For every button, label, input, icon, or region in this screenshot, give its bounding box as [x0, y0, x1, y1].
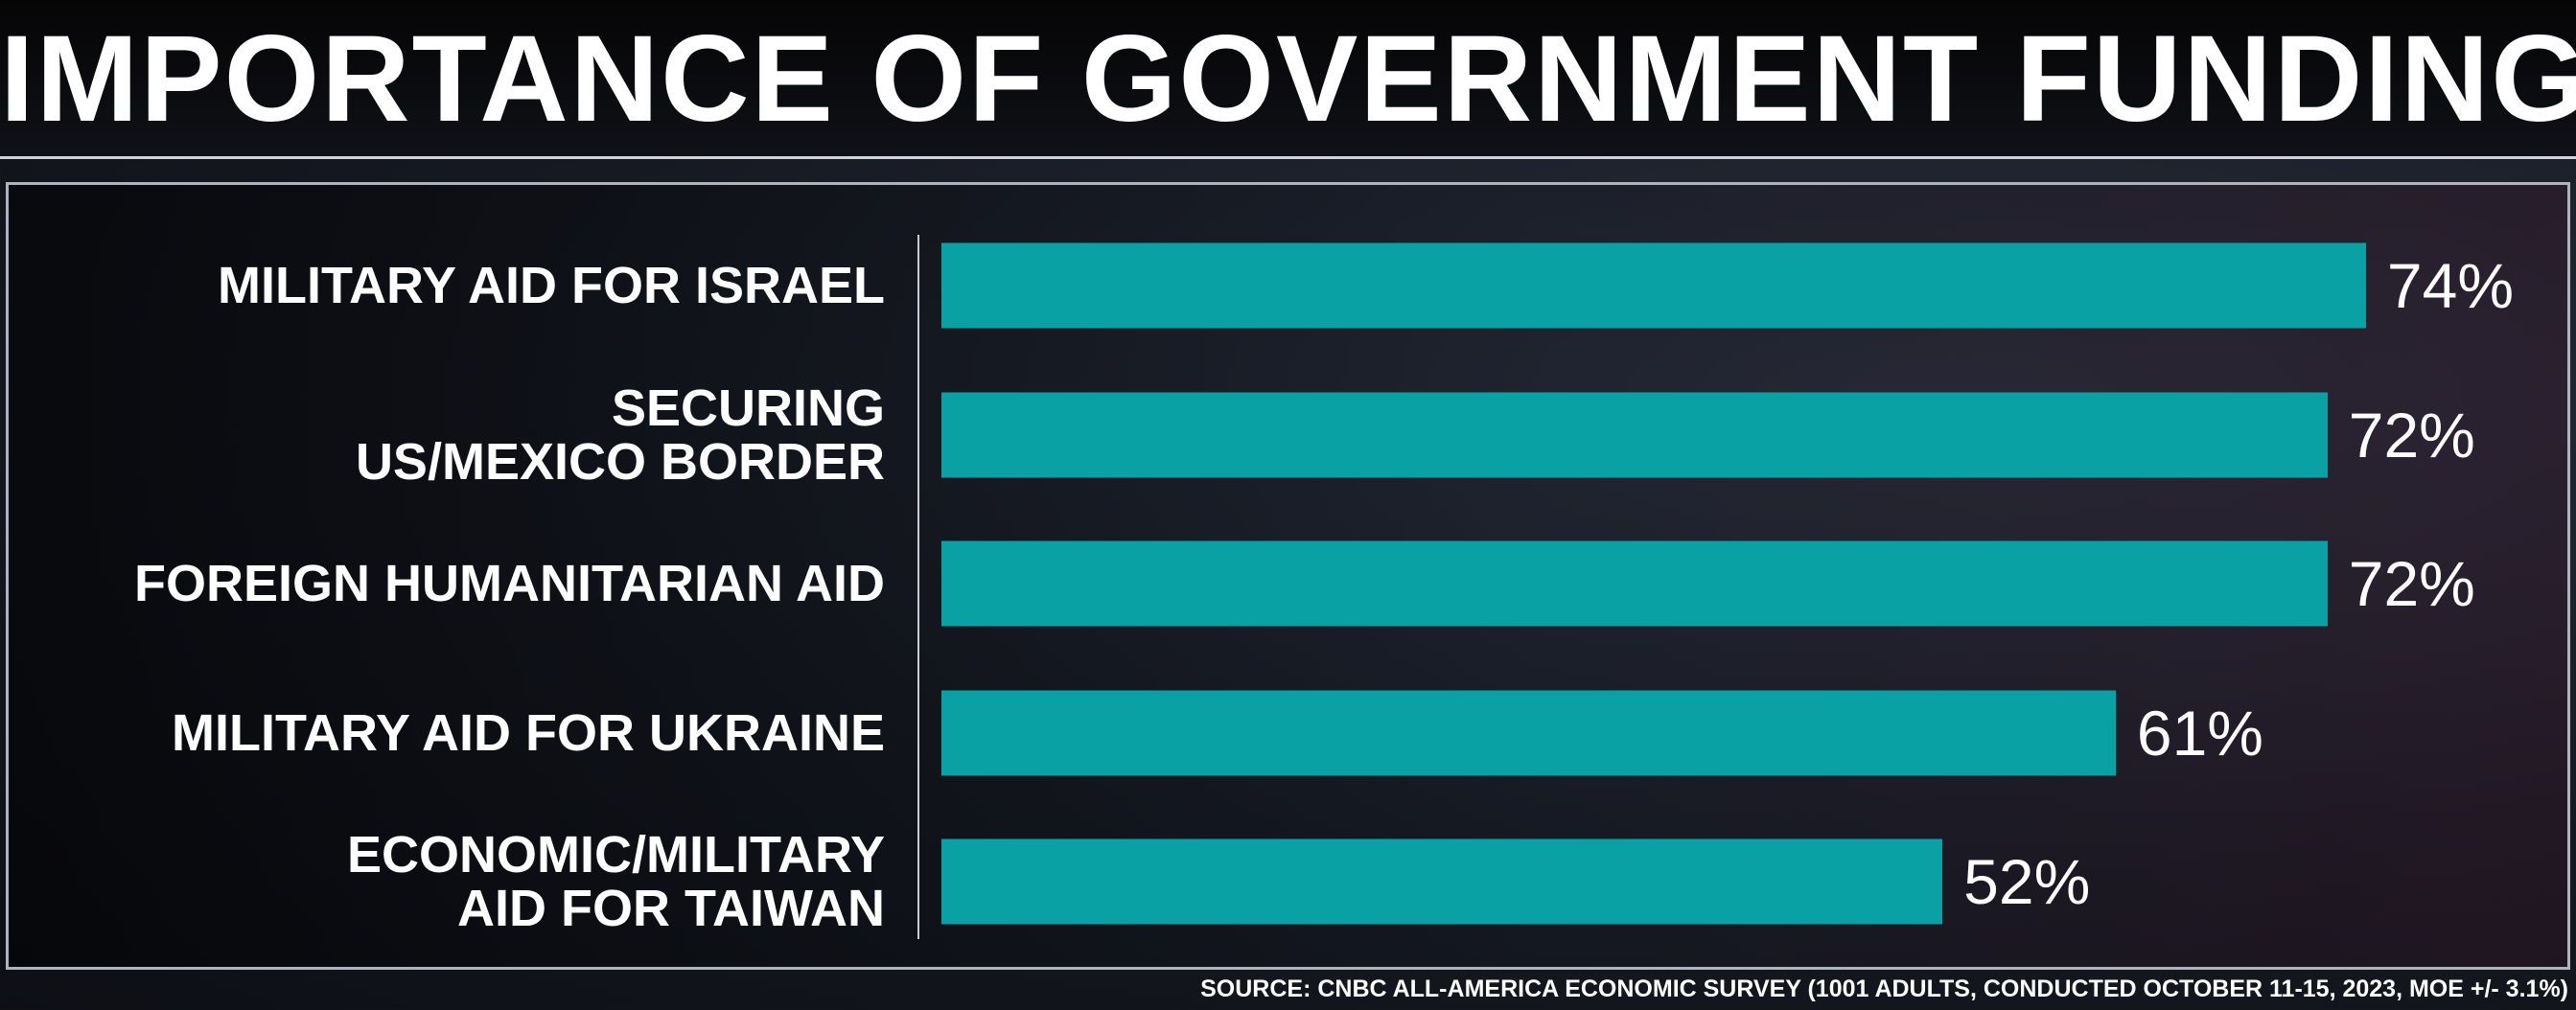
category-label: SECURING US/MEXICO BORDER: [355, 379, 885, 491]
category-label: MILITARY AID FOR ISRAEL: [218, 257, 885, 314]
value-label: 52%: [1963, 846, 2091, 917]
axis-line: [917, 235, 919, 939]
category-label: MILITARY AID FOR UKRAINE: [172, 703, 885, 762]
bar: [941, 242, 2366, 329]
bar: [941, 392, 2328, 477]
value-label: 72%: [2348, 399, 2475, 471]
source-note: SOURCE: CNBC ALL-AMERICA ECONOMIC SURVEY…: [1200, 976, 2568, 1002]
category-label: FOREIGN HUMANITARIAN AID: [134, 555, 885, 612]
chart-title: IMPORTANCE OF GOVERNMENT FUNDING: [0, 11, 2576, 148]
value-label: 72%: [2348, 548, 2475, 619]
title-bar: [0, 0, 2576, 159]
value-label: 61%: [2136, 697, 2263, 769]
category-label: ECONOMIC/MILITARY AID FOR TAIWAN: [347, 826, 885, 937]
bar: [941, 838, 1943, 925]
bar: [941, 690, 2116, 775]
bar: [941, 540, 2328, 627]
value-label: 74%: [2386, 250, 2515, 321]
